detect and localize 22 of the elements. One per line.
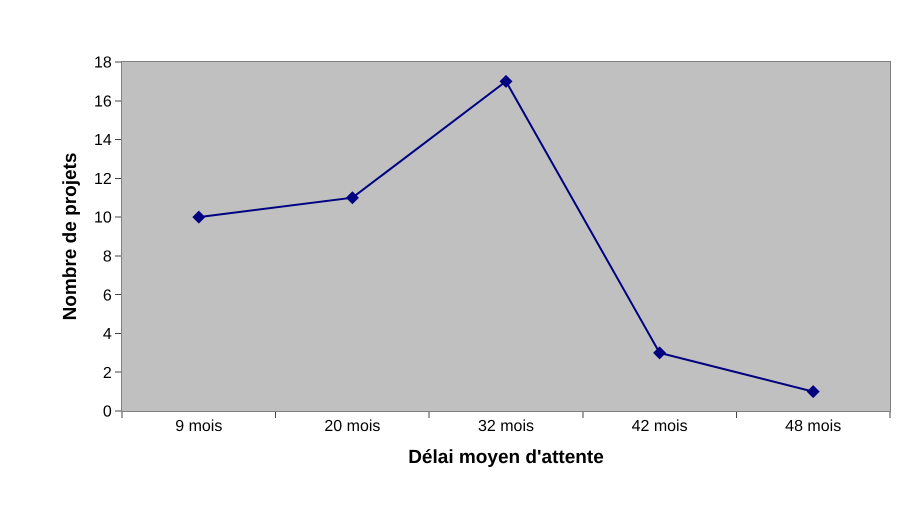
y-tick-label: 6 [102,287,112,304]
x-tick-label: 20 mois [324,418,380,436]
point [346,191,359,204]
y-tick-label: 8 [102,248,112,266]
y-tick-label: 0 [102,404,112,421]
x-tick-label: 32 mois [478,418,534,436]
point [192,210,206,224]
y-axis-title: Nombre de projets [60,152,81,320]
point [806,385,820,398]
y-tick-label: 18 [94,54,112,72]
y-tick-label: 14 [94,132,112,150]
x-tick-label: 48 mois [785,418,842,436]
x-tick-label: 42 mois [632,418,688,436]
y-tick-label: 4 [102,326,112,344]
point [653,346,666,360]
x-tick-label: 9 mois [175,418,222,436]
y-tick-label: 12 [94,170,112,188]
y-tick-label: 16 [94,93,112,110]
point [500,74,512,88]
y-tick-label: 10 [94,210,112,227]
x-axis-title: Délai moyen d'attente [408,447,604,468]
y-tick-label: 2 [102,364,112,382]
